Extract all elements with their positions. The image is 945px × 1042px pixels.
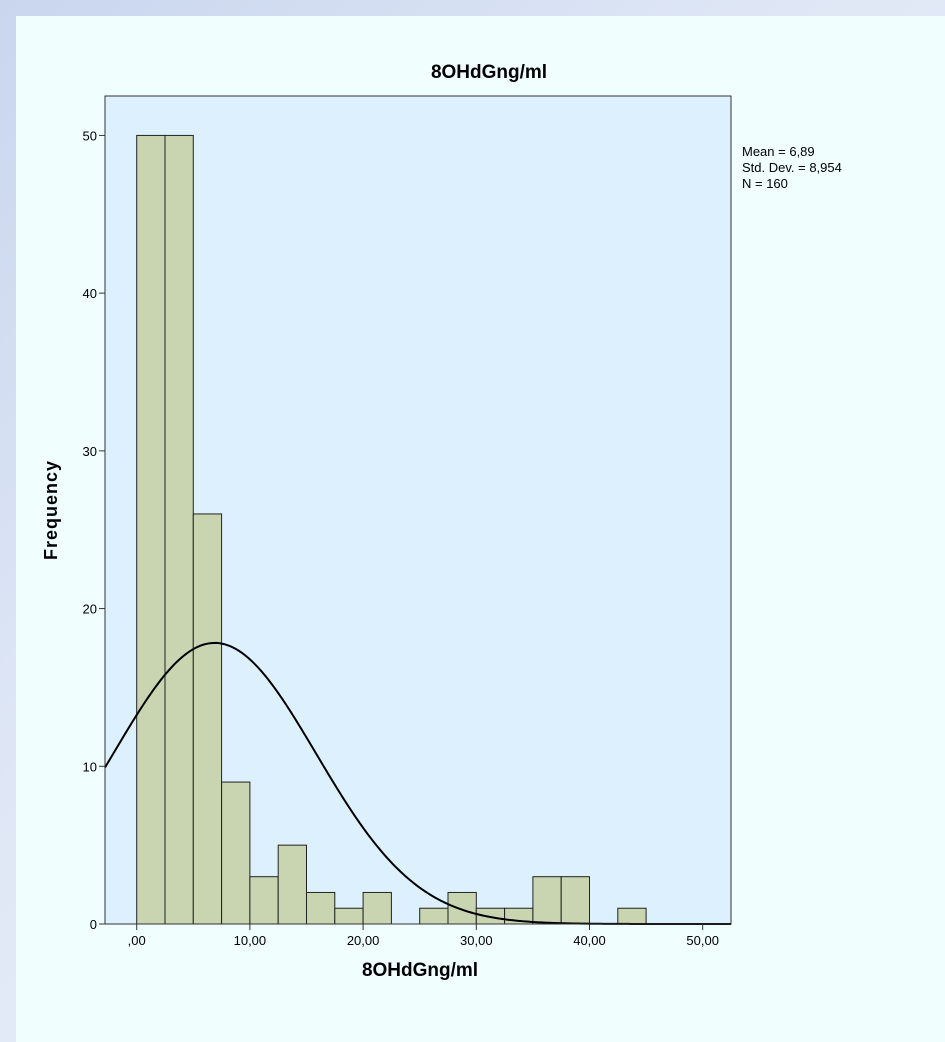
x-tick-label: 30,00: [460, 933, 493, 948]
histogram-bar: [192, 513, 223, 925]
plot-border: [104, 95, 732, 925]
y-axis: 0 10 20 30 40 50: [83, 128, 105, 932]
histogram-bar: [164, 134, 194, 925]
histogram-bar: [447, 891, 477, 925]
y-tick-label: 40: [83, 286, 97, 301]
bars-group: [136, 134, 647, 925]
x-axis-label: 8OHdGng/ml: [362, 960, 478, 981]
histogram-bar: [532, 876, 562, 925]
x-tick-label: 50,00: [686, 933, 719, 948]
histogram-bar: [617, 907, 647, 925]
y-tick-label: 0: [90, 917, 97, 932]
y-axis-label: Frequency: [41, 460, 61, 560]
histogram-bar: [362, 891, 392, 925]
histogram-bar: [249, 876, 279, 925]
y-tick-label: 30: [83, 444, 97, 459]
x-tick-label: 10,00: [234, 933, 267, 948]
y-tick-label: 10: [83, 759, 97, 774]
x-tick-label: ,00: [128, 933, 146, 948]
histogram-bar: [277, 844, 307, 925]
y-tick-label: 20: [83, 602, 97, 617]
stats-line: N = 160: [742, 176, 788, 191]
histogram-bar: [221, 781, 251, 925]
histogram-bar: [334, 907, 364, 925]
stats-line: Mean = 6,89: [742, 144, 815, 159]
x-tick-label: 20,00: [347, 933, 380, 948]
x-tick-label: 40,00: [573, 933, 606, 948]
histogram-bar: [419, 907, 449, 925]
y-tick-label: 50: [83, 128, 97, 143]
histogram-bar: [560, 876, 590, 925]
stats-line: Std. Dev. = 8,954: [742, 160, 842, 175]
histogram-bar: [136, 134, 166, 925]
histogram-bar: [305, 891, 336, 925]
chart-title: 8OHdGng/ml: [431, 62, 547, 83]
x-axis: ,00 10,00 20,00 30,00 40,00 50,00: [128, 924, 719, 948]
